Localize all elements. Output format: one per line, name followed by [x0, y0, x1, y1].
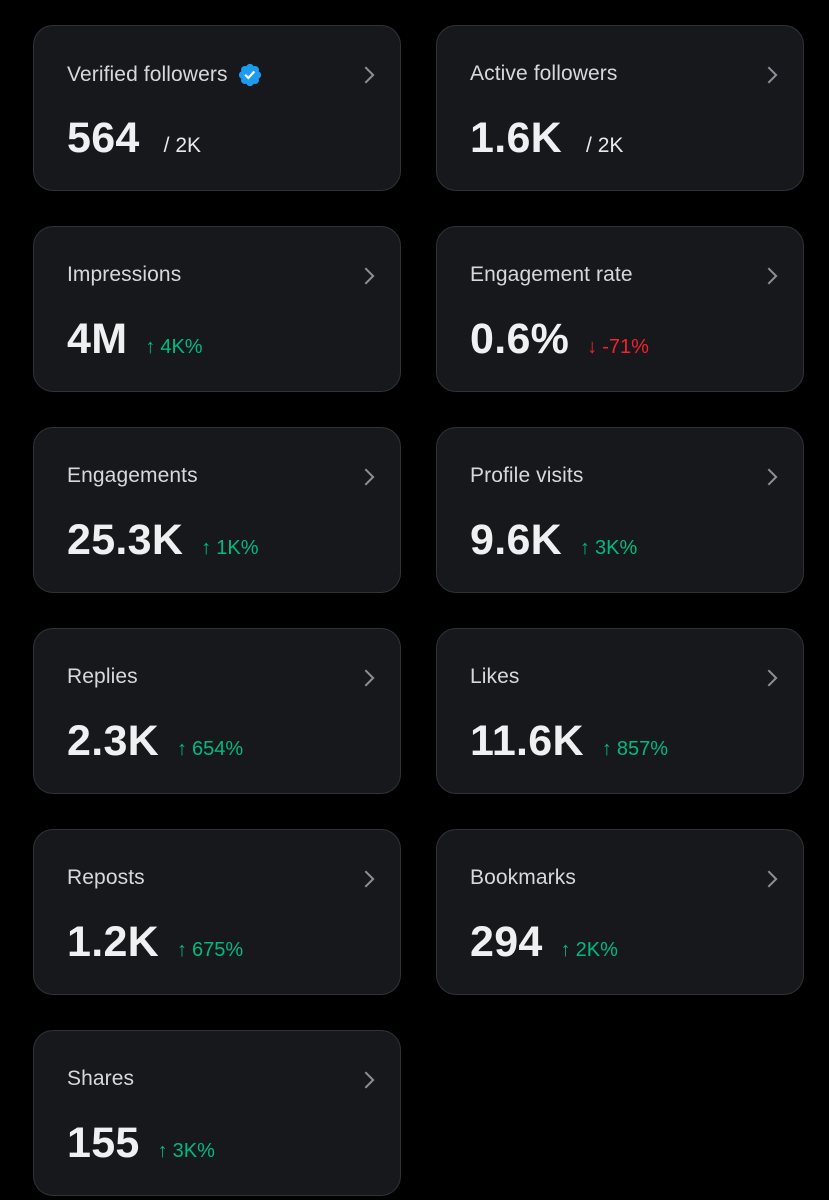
change-percent: 654% — [192, 738, 244, 760]
metric-change: ↑ 2K% — [561, 939, 618, 962]
arrow-up-icon: ↑ — [580, 537, 591, 559]
metric-value: 1.6K — [470, 114, 563, 162]
metric-value: 294 — [470, 918, 543, 966]
change-percent: 3K% — [172, 1140, 215, 1162]
metric-value: 4M — [67, 315, 128, 363]
card-label: Verified followers — [67, 63, 228, 86]
card-impressions[interactable]: Impressions 4M ↑ 4K% — [33, 226, 401, 392]
card-reposts[interactable]: Reposts 1.2K ↑ 675% — [33, 829, 401, 995]
metric-change: ↑ 3K% — [158, 1140, 215, 1163]
metric-value: 9.6K — [470, 516, 563, 564]
card-title: Verified followers — [67, 62, 263, 88]
metric-change: ↑ 1K% — [201, 537, 258, 560]
chevron-right-icon — [767, 267, 778, 285]
card-label: Likes — [470, 665, 520, 688]
metric-change: ↑ 675% — [177, 939, 243, 962]
metric-denominator: / 2K — [163, 134, 202, 157]
metric-value: 0.6% — [470, 315, 570, 363]
card-label: Reposts — [67, 866, 145, 889]
card-replies[interactable]: Replies 2.3K ↑ 654% — [33, 628, 401, 794]
card-label: Shares — [67, 1067, 135, 1090]
chevron-right-icon — [767, 468, 778, 486]
card-label: Bookmarks — [470, 866, 576, 889]
card-engagements[interactable]: Engagements 25.3K ↑ 1K% — [33, 427, 401, 593]
arrow-up-icon: ↑ — [560, 939, 571, 961]
metric-change: ↑ 4K% — [145, 336, 202, 359]
change-percent: 675% — [192, 939, 244, 961]
chevron-right-icon — [364, 870, 375, 888]
chevron-right-icon — [364, 267, 375, 285]
metric-value: 25.3K — [67, 516, 184, 564]
card-label: Profile visits — [470, 464, 584, 487]
card-profile-visits[interactable]: Profile visits 9.6K ↑ 3K% — [436, 427, 804, 593]
arrow-up-icon: ↑ — [201, 537, 212, 559]
card-label: Active followers — [470, 62, 618, 85]
card-label: Impressions — [67, 263, 182, 286]
metric-change: ↑ 3K% — [580, 537, 637, 560]
arrow-up-icon: ↑ — [157, 1140, 168, 1162]
arrow-up-icon: ↑ — [145, 336, 156, 358]
metric-denominator: / 2K — [586, 134, 624, 157]
card-label: Engagements — [67, 464, 198, 487]
card-label: Replies — [67, 665, 138, 688]
card-bookmarks[interactable]: Bookmarks 294 ↑ 2K% — [436, 829, 804, 995]
change-percent: 2K% — [575, 939, 618, 961]
change-percent: 4K% — [160, 336, 203, 358]
chevron-right-icon — [364, 1071, 375, 1089]
change-percent: -71% — [602, 336, 649, 358]
verified-badge-icon — [238, 63, 261, 87]
metric-value: 2.3K — [67, 717, 160, 765]
card-engagement-rate[interactable]: Engagement rate 0.6% ↓ -71% — [436, 226, 804, 392]
metric-value: 1.2K — [67, 918, 160, 966]
card-label: Engagement rate — [470, 263, 633, 286]
chevron-right-icon — [364, 66, 375, 84]
chevron-right-icon — [767, 870, 778, 888]
change-percent: 857% — [616, 738, 669, 760]
card-shares[interactable]: Shares 155 ↑ 3K% — [33, 1030, 401, 1196]
metric-change: ↓ -71% — [587, 336, 649, 359]
metric-value: 564 — [67, 114, 140, 162]
metric-change: ↑ 654% — [177, 738, 243, 761]
card-verified-followers[interactable]: Verified followers 564 / 2K — [33, 25, 401, 191]
card-active-followers[interactable]: Active followers 1.6K / 2K — [436, 25, 804, 191]
chevron-right-icon — [767, 669, 778, 687]
arrow-up-icon: ↑ — [601, 738, 612, 760]
change-percent: 3K% — [595, 537, 638, 559]
chevron-right-icon — [767, 66, 778, 84]
arrow-up-icon: ↑ — [177, 738, 188, 760]
card-likes[interactable]: Likes 11.6K ↑ 857% — [436, 628, 804, 794]
change-percent: 1K% — [216, 537, 259, 559]
metric-value: 11.6K — [470, 717, 584, 765]
chevron-right-icon — [364, 669, 375, 687]
metric-change: ↑ 857% — [602, 738, 668, 761]
metric-value: 155 — [67, 1119, 140, 1167]
arrow-down-icon: ↓ — [587, 336, 598, 358]
chevron-right-icon — [364, 468, 375, 486]
arrow-up-icon: ↑ — [177, 939, 188, 961]
